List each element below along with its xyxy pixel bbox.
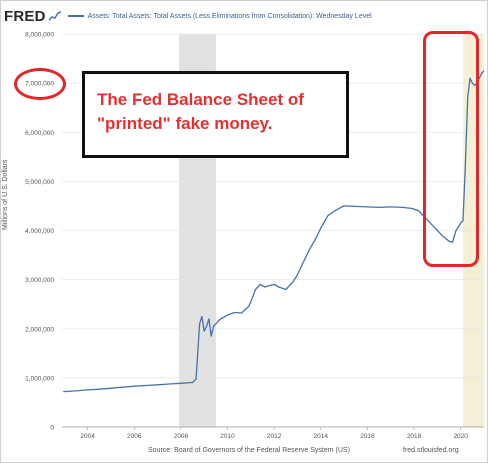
x-tick-label: 2014 [314, 433, 329, 440]
footer-url[interactable]: fred.stlouisfed.org [403, 447, 459, 454]
x-tick-label: 2006 [127, 433, 142, 440]
y-tick-label: 6,000,000 [25, 130, 54, 137]
chart-header: FRED Assets: Total Assets: Total Assets … [4, 7, 372, 25]
x-tick-label: 2018 [407, 433, 422, 440]
fred-logo[interactable]: FRED [4, 7, 46, 25]
footer-source: Source: Board of Governors of the Federa… [148, 447, 350, 454]
legend-line-swatch [67, 15, 84, 17]
fred-logo-graph-icon [48, 11, 61, 21]
x-tick-label: 2012 [267, 433, 282, 440]
y-tick-label: 8,000,000 [25, 32, 54, 39]
series-title: Assets: Total Assets: Total Assets (Less… [87, 12, 372, 20]
annotation-box: The Fed Balance Sheet of "printed" fake … [82, 71, 349, 158]
y-tick-label: 1,000,000 [25, 375, 54, 382]
annotation-line-2: "printed" fake money. [97, 114, 273, 133]
highlight-oval-7m [14, 68, 66, 100]
x-axis-ticks: 2004 2006 2008 2010 2012 2014 2016 2018 2020 [80, 427, 468, 440]
x-tick-label: 2010 [220, 433, 235, 440]
highlight-rect-2020 [423, 31, 479, 267]
y-tick-label: 5,000,000 [25, 179, 54, 186]
y-tick-label: 2,000,000 [25, 326, 54, 333]
x-tick-label: 2020 [453, 433, 468, 440]
series-line-total-assets [63, 70, 485, 393]
y-tick-label: 3,000,000 [25, 277, 54, 284]
gridlines [62, 33, 484, 379]
y-axis-label: Millions of U.S. Dollars [2, 159, 9, 230]
annotation-text: The Fed Balance Sheet of "printed" fake … [97, 88, 342, 136]
y-tick-label: 4,000,000 [25, 228, 54, 235]
annotation-line-1: The Fed Balance Sheet of [97, 90, 304, 109]
x-tick-label: 2016 [360, 433, 375, 440]
x-tick-label: 2004 [80, 433, 95, 440]
x-tick-label: 2008 [174, 433, 189, 440]
y-tick-label: 0 [50, 425, 54, 432]
